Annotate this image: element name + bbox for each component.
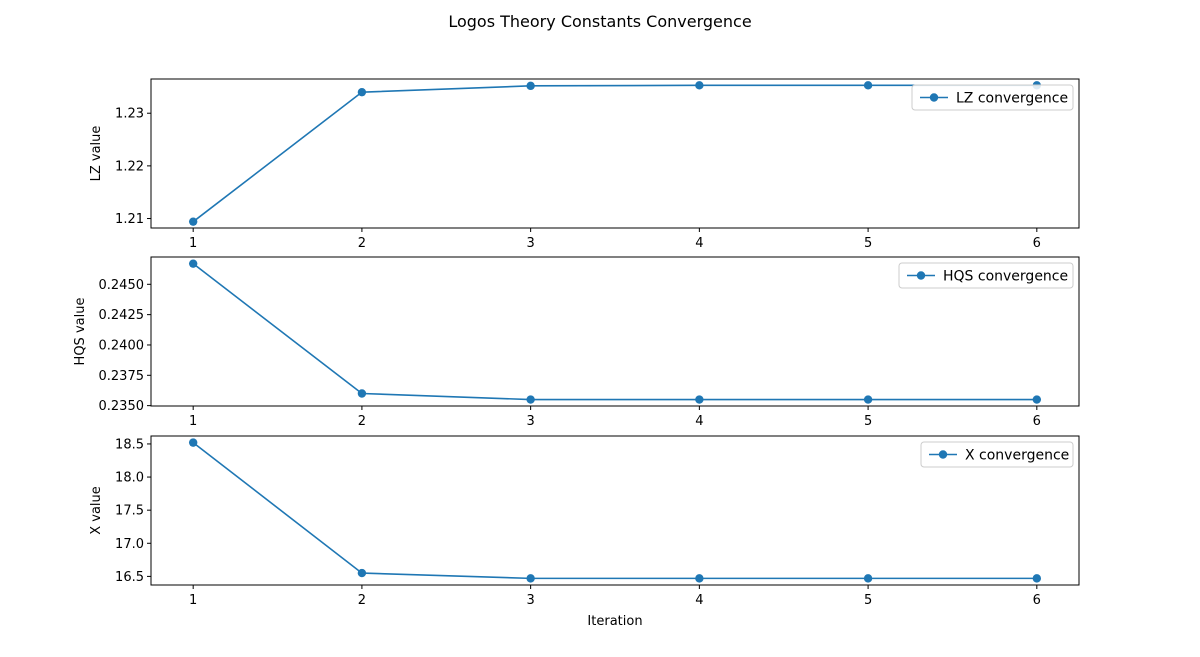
- data-point: [188, 438, 198, 447]
- x-tick-label: 4: [695, 236, 703, 251]
- y-tick-label: 18.5: [115, 437, 144, 452]
- data-point: [526, 395, 535, 404]
- data-point: [357, 389, 367, 398]
- legend-marker: [916, 271, 926, 280]
- x-tick-label: 4: [695, 414, 703, 429]
- legend: LZ convergence: [911, 84, 1074, 111]
- data-point: [863, 81, 873, 90]
- data-point: [1032, 395, 1042, 404]
- data-point: [526, 574, 535, 583]
- legend: HQS convergence: [898, 262, 1074, 289]
- y-tick-label: 17.0: [115, 537, 144, 552]
- data-point: [695, 574, 704, 583]
- data-point: [863, 574, 873, 583]
- x-tick-label: 5: [864, 236, 872, 251]
- axes-frame: [150, 256, 1080, 407]
- legend-label: X convergence: [965, 448, 1069, 464]
- y-tick-label: 17.5: [115, 504, 144, 519]
- subplot-2: 1 2 3 4 5 6 0.2350 0.2375 0.2400 0.2425 0.2450 HQS …: [73, 256, 1080, 429]
- subplot-3: 1 2 3 4 5 6 16.5 17.0 17.5 18.0 18.5 X value Iterati…: [89, 435, 1080, 629]
- y-tick-label: 0.2375: [99, 369, 145, 384]
- series-line: [192, 84, 1037, 223]
- x-tick-label: 1: [189, 414, 197, 429]
- y-axis-label: X value: [89, 486, 104, 535]
- series-line: [192, 263, 1037, 401]
- axes-frame: [150, 78, 1080, 229]
- x-tick-label: 6: [1033, 236, 1041, 251]
- legend-marker: [938, 450, 948, 459]
- legend-marker: [929, 93, 939, 102]
- data-point: [1032, 574, 1042, 583]
- legend-label: LZ convergence: [956, 91, 1068, 107]
- legend-box: [898, 262, 1074, 289]
- y-tick-label: 18.0: [115, 471, 144, 486]
- x-tick-label: 4: [695, 593, 703, 608]
- subplots: 1 2 3 4 5 6 1.21 1.22 1.23 LZ value LZ convergence…: [73, 78, 1080, 629]
- y-tick-label: 1.21: [115, 212, 144, 227]
- x-tick-label: 5: [864, 593, 872, 608]
- data-point: [188, 217, 198, 226]
- subplot-1: 1 2 3 4 5 6 1.21 1.22 1.23 LZ value LZ convergence: [89, 78, 1080, 251]
- x-axis-label: Iteration: [587, 614, 642, 629]
- x-tick-label: 3: [526, 593, 534, 608]
- x-tick-label: 3: [526, 414, 534, 429]
- series-line: [192, 441, 1037, 580]
- data-point: [357, 87, 367, 97]
- x-tick-label: 1: [189, 236, 197, 251]
- x-tick-label: 5: [864, 414, 872, 429]
- y-axis-label: HQS value: [73, 298, 88, 366]
- data-point: [695, 81, 704, 90]
- x-tick-label: 3: [526, 236, 534, 251]
- legend: X convergence: [920, 441, 1074, 468]
- x-tick-label: 2: [358, 414, 366, 429]
- y-tick-label: 16.5: [115, 570, 144, 585]
- y-tick-label: 1.22: [115, 159, 144, 174]
- y-tick-label: 1.23: [115, 107, 144, 122]
- y-axis-label: LZ value: [89, 126, 104, 182]
- x-tick-label: 1: [189, 593, 197, 608]
- y-tick-label: 0.2425: [99, 308, 145, 323]
- y-tick-label: 0.2400: [99, 338, 145, 353]
- legend-box: [911, 84, 1074, 111]
- y-tick-label: 0.2350: [99, 399, 145, 414]
- x-tick-label: 2: [358, 593, 366, 608]
- data-point: [526, 81, 535, 91]
- x-tick-label: 2: [358, 236, 366, 251]
- legend-box: [920, 441, 1074, 468]
- legend-label: HQS convergence: [943, 269, 1068, 285]
- y-tick-label: 0.2450: [99, 278, 145, 293]
- figure-title: Logos Theory Constants Convergence: [448, 12, 751, 31]
- data-point: [695, 395, 704, 404]
- x-tick-label: 6: [1033, 593, 1041, 608]
- data-point: [863, 395, 873, 404]
- x-tick-label: 6: [1033, 414, 1041, 429]
- data-point: [357, 568, 367, 578]
- data-point: [188, 259, 198, 268]
